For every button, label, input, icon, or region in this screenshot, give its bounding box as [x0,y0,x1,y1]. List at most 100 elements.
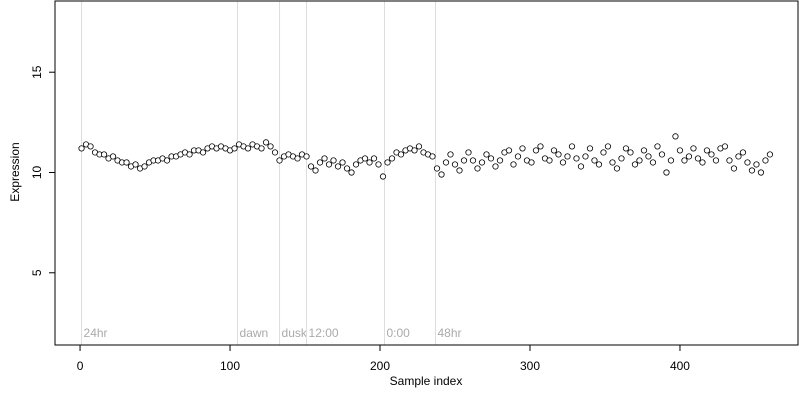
y-tick-label: 5 [30,269,44,276]
point [100,151,108,158]
point [375,161,382,168]
point [78,145,85,152]
x-tick-label: 0 [77,359,84,373]
point [753,161,760,168]
annotation-label: dusk [282,326,308,340]
point [681,157,688,164]
point [550,147,558,154]
point [483,151,490,158]
point [654,143,661,150]
x-tick-label: 100 [220,359,240,373]
point [591,157,598,164]
point [321,155,328,162]
annotation-label: 48hr [437,326,461,340]
point [429,153,436,160]
point [631,161,639,168]
point [748,167,756,174]
point [676,147,684,154]
point [703,147,711,154]
point [370,155,378,162]
point [276,157,283,164]
point [478,159,486,166]
point [163,157,171,164]
point [546,157,553,164]
x-tick-label: 400 [670,359,690,373]
point [186,151,193,158]
point [600,149,607,156]
point [726,157,733,164]
point [690,145,697,152]
point [361,155,369,162]
point [325,161,333,168]
point [433,165,441,172]
point [123,159,130,166]
point [132,161,139,168]
point [685,153,693,160]
point [712,157,720,164]
point [460,157,468,164]
point [330,157,337,164]
x-axis-label: Sample index [390,374,463,388]
point [649,159,657,166]
point [573,155,580,162]
plot-frame [54,0,799,346]
point [312,167,319,174]
point [595,161,603,168]
point [316,159,324,166]
point [505,147,513,154]
point [559,159,567,166]
point [411,147,418,154]
point [663,169,670,176]
point [465,149,472,156]
point [532,147,540,154]
point [244,145,252,152]
point [577,163,585,170]
point [303,153,310,160]
point [271,149,279,156]
point [762,157,769,164]
point [582,153,589,160]
point [487,155,495,162]
point [379,173,387,180]
point [109,153,117,160]
annotation-label: 12:00 [309,326,339,340]
point [699,159,706,166]
point [721,143,729,150]
point [766,151,774,158]
point [384,159,391,166]
point [627,149,634,156]
point [307,163,315,170]
point [343,165,351,172]
point [735,153,742,160]
x-tick-label: 200 [370,359,390,373]
point [555,151,562,158]
point [519,145,526,152]
point [618,155,625,162]
point [708,151,715,158]
point [339,159,346,166]
point [262,139,270,146]
annotation-label: dawn [240,326,269,340]
point [622,145,630,152]
point [231,145,238,152]
annotation-label: 0:00 [387,326,411,340]
point [586,145,594,152]
point [492,163,499,170]
point [528,159,535,166]
x-tick-label: 300 [520,359,540,373]
point [640,147,648,154]
point [352,161,360,168]
point [397,151,405,158]
point [388,155,396,162]
annotation-label: 24hr [84,326,108,340]
point [442,159,450,166]
point [744,159,751,166]
point [757,169,765,176]
point [438,171,445,178]
y-tick-label: 15 [30,65,44,79]
point [609,159,616,166]
point [636,157,643,164]
point [658,151,666,158]
point [694,155,702,162]
point [334,163,342,170]
